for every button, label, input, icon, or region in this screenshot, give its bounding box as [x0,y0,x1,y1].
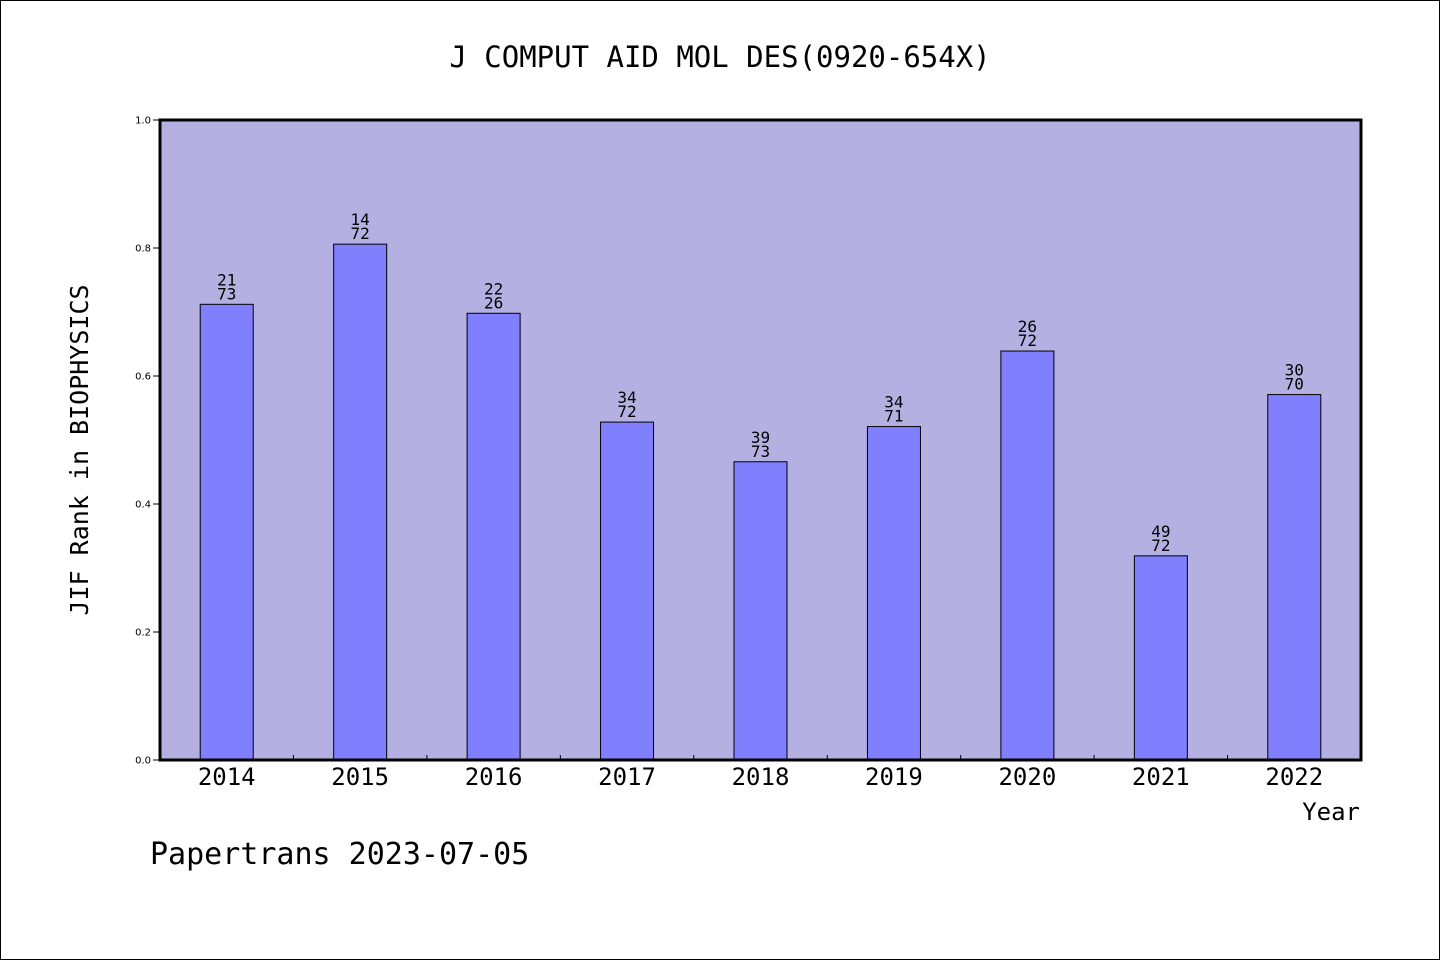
bar-label-total: 72 [617,402,636,421]
bar-label-rank: 39 [751,428,770,447]
x-tick-label: 2014 [198,763,256,791]
x-tick-label: 2016 [465,763,523,791]
bars-group [199,243,1322,761]
y-tick-label: 0.4 [135,500,151,511]
x-axis-label: Year [1302,798,1360,826]
bar-label-rank: 49 [1151,522,1170,541]
bar-label-rank: 22 [484,279,503,298]
x-tick-label: 2021 [1132,763,1190,791]
y-tick-label: 0.6 [135,372,151,383]
bar-label-rank: 34 [884,393,903,412]
bar-2016 [466,312,521,761]
x-tick-label: 2018 [732,763,790,791]
bar-2017 [600,421,655,761]
bar-2015 [333,243,388,761]
x-tick-label: 2017 [598,763,656,791]
bar-2014 [199,303,254,761]
y-axis-ticks: 0.0 0.2 0.4 0.6 0.8 1.0 [135,116,160,767]
bar-2022 [1267,394,1322,761]
bar-2018 [733,461,788,761]
y-tick-label: 0.0 [135,756,151,767]
footer-credit: Papertrans 2023-07-05 [150,837,529,872]
bar-label-total: 70 [1285,375,1304,394]
x-tick-label: 2019 [865,763,923,791]
x-tick-label: 2022 [1265,763,1323,791]
y-tick-label: 0.8 [135,244,151,255]
bar-label-total: 73 [751,442,770,461]
x-tick-label: 2020 [998,763,1056,791]
bar-label-total: 26 [484,293,503,312]
bar-2019 [866,426,921,761]
bar-2021 [1133,555,1188,761]
chart-title: J COMPUT AID MOL DES(0920-654X) [449,40,990,74]
x-axis-ticks: 2014 2015 2016 2017 2018 2019 2020 2021 2022 [198,755,1323,791]
bar-label-rank: 26 [1018,317,1037,336]
bar-2020 [1000,350,1055,761]
bar-label-rank: 14 [351,210,370,229]
bar-label-total: 72 [351,224,370,243]
bar-label-total: 73 [217,284,236,303]
bar-label-total: 71 [884,407,903,426]
bar-label-total: 72 [1018,331,1037,350]
plot-border [158,118,1363,762]
bar-label-rank: 21 [217,270,236,289]
y-tick-label: 0.2 [135,628,151,639]
bar-label-rank: 30 [1285,361,1304,380]
x-tick-label: 2015 [331,763,389,791]
bar-label-total: 72 [1151,536,1170,555]
y-axis-label: JIF Rank in BIOPHYSICS [65,284,94,615]
y-tick-label: 1.0 [135,116,151,127]
bar-label-rank: 34 [617,388,636,407]
